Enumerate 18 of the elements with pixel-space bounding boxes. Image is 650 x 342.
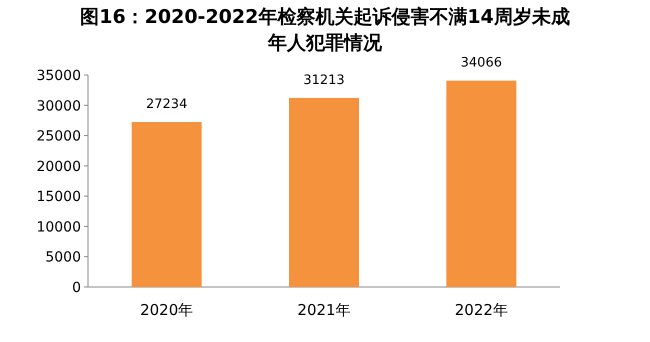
bar [446,80,516,287]
y-tick-label: 30000 [36,98,81,114]
y-tick-label: 35000 [36,68,81,84]
data-label: 31213 [303,72,345,88]
x-tick-label: 2022年 [454,301,508,319]
y-tick-label: 10000 [36,219,81,236]
y-tick-label: 25000 [36,128,81,145]
y-tick-label: 20000 [36,158,81,175]
bar [132,122,202,287]
y-tick-label: 0 [72,280,81,296]
chart-title: 图16：2020-2022年检察机关起诉侵害不满14周岁未成年人犯罪情况 [79,5,571,56]
y-tick-label: 5000 [45,250,81,266]
bar [289,98,359,287]
x-tick-label: 2021年 [297,301,351,319]
x-tick-label: 2020年 [140,301,194,319]
y-tick-label: 15000 [36,189,81,206]
data-label: 27234 [146,97,188,112]
data-label: 34066 [460,56,502,71]
